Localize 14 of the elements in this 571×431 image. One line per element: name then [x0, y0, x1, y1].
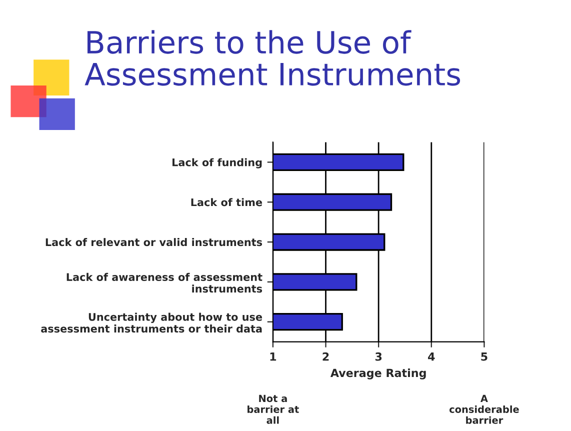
- x-tick-label: 1: [270, 352, 276, 361]
- x-tick-label: 5: [481, 352, 488, 361]
- y-tick-label: Lack of time: [191, 198, 262, 206]
- y-tick-label: Lack of funding: [172, 158, 262, 168]
- x-tick-label: 4: [428, 352, 435, 361]
- chart-title: Barriers to the Use of Assessment Instruments: [84, 30, 460, 86]
- x-axis-title: Average Rating: [330, 368, 426, 380]
- text: Not a barrier at all: [248, 394, 299, 424]
- y-tick-label: Uncertainty about how to use assessment instruments or their data: [41, 312, 262, 333]
- x-tick-label: 2: [322, 352, 329, 361]
- y-tick-label: Lack of awareness of assessment instruments: [66, 272, 262, 293]
- x-tick-label: 3: [375, 352, 382, 361]
- y-tick-label: Lack of relevant or valid instruments: [46, 238, 262, 246]
- text: A considerable barrier: [449, 394, 519, 424]
